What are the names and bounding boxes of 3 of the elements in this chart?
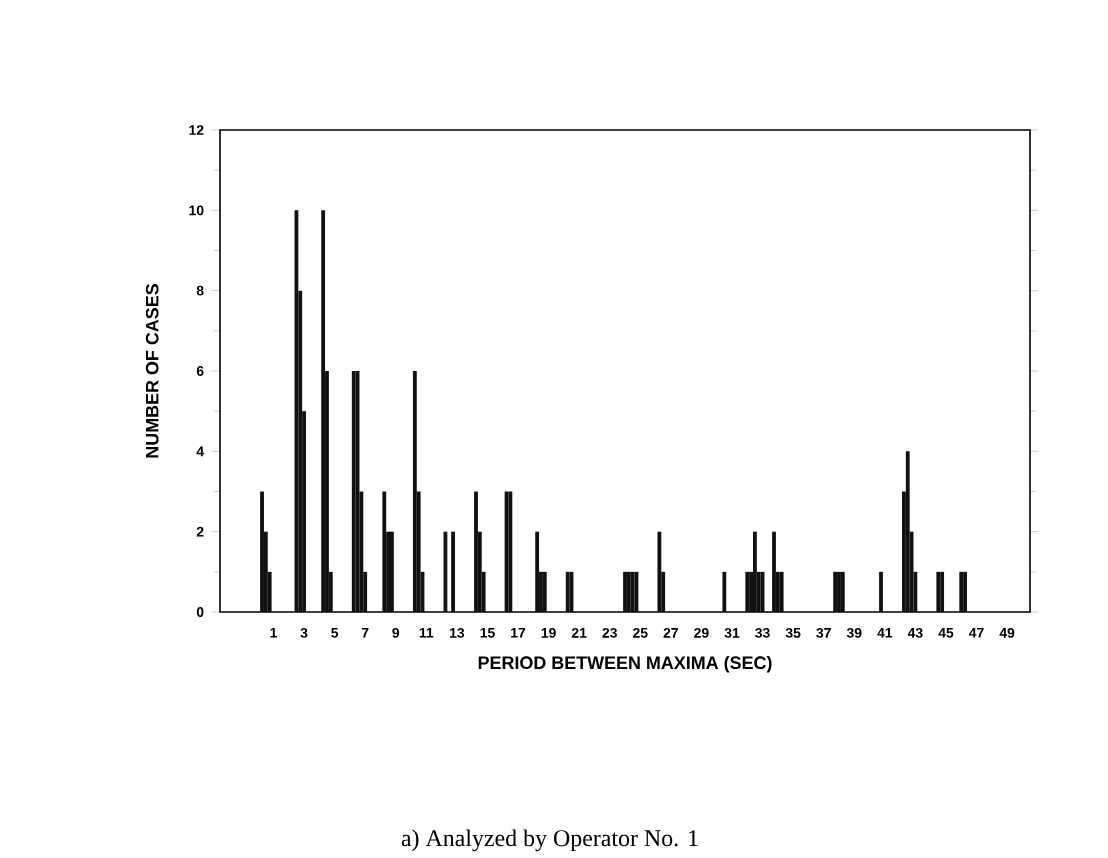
- y-axis-title: NUMBER OF CASES: [145, 284, 159, 458]
- x-axis-title: PERIOD BETWEEN MAXIMA (SEC): [478, 655, 772, 673]
- text: a) Analyzed by Operator No. 1: [401, 829, 698, 852]
